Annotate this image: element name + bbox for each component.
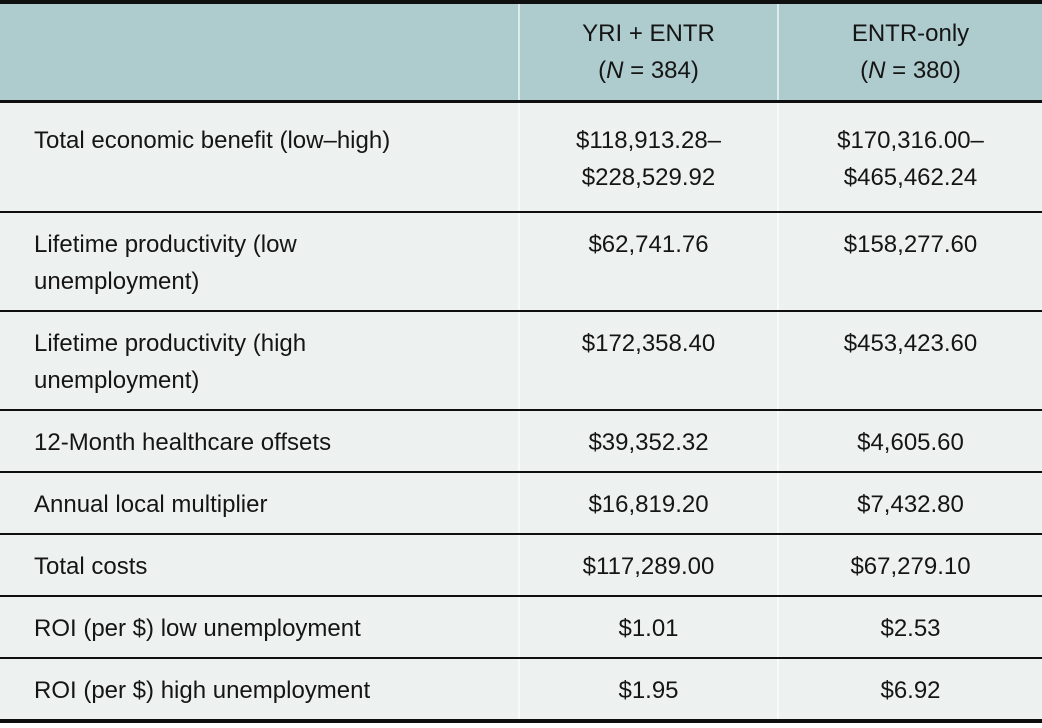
row-label: ROI (per $) low unemployment bbox=[34, 615, 361, 642]
table-row-lifetime-productivity-high: Lifetime productivity (high unemployment… bbox=[0, 312, 1042, 411]
row-label: Lifetime productivity (high unemployment… bbox=[34, 330, 307, 394]
table-header-row: YRI + ENTR (N = 384) ENTR-only (N = 380) bbox=[0, 4, 1042, 103]
value-yri-entr: $62,741.76 bbox=[518, 213, 777, 310]
value-entr-only: $6.92 bbox=[777, 659, 1042, 719]
value-entr-only: $4,605.60 bbox=[777, 411, 1042, 471]
table-row-roi-high-unemployment: ROI (per $) high unemployment $1.95 $6.9… bbox=[0, 659, 1042, 719]
value-entr-only: $7,432.80 bbox=[777, 473, 1042, 533]
value-entr-only: $67,279.10 bbox=[777, 535, 1042, 595]
table-row-lifetime-productivity-low: Lifetime productivity (low unemployment)… bbox=[0, 213, 1042, 312]
header-col-yri-entr-title: YRI + ENTR bbox=[582, 20, 715, 47]
value-entr-only: $453,423.60 bbox=[777, 312, 1042, 409]
value-yri-entr: $1.95 bbox=[518, 659, 777, 719]
header-col-yri-entr: YRI + ENTR (N = 384) bbox=[518, 4, 777, 100]
value-yri-entr: $118,913.28– $228,529.92 bbox=[518, 103, 777, 211]
table-row-roi-low-unemployment: ROI (per $) low unemployment $1.01 $2.53 bbox=[0, 597, 1042, 659]
value-yri-entr: $1.01 bbox=[518, 597, 777, 657]
table-row-total-economic-benefit: Total economic benefit (low–high) $118,9… bbox=[0, 103, 1042, 213]
value-yri-entr: $39,352.32 bbox=[518, 411, 777, 471]
value-yri-entr: $16,819.20 bbox=[518, 473, 777, 533]
table-row-annual-local-multiplier: Annual local multiplier $16,819.20 $7,43… bbox=[0, 473, 1042, 535]
header-empty-cell bbox=[0, 4, 518, 100]
row-label: Lifetime productivity (low unemployment) bbox=[34, 231, 297, 295]
row-label: Total economic benefit (low–high) bbox=[34, 127, 391, 154]
value-entr-only: $2.53 bbox=[777, 597, 1042, 657]
row-label: ROI (per $) high unemployment bbox=[34, 677, 371, 704]
row-label: Annual local multiplier bbox=[34, 491, 268, 518]
header-col-yri-entr-n: (N = 384) bbox=[598, 57, 699, 84]
table-row-total-costs: Total costs $117,289.00 $67,279.10 bbox=[0, 535, 1042, 597]
value-entr-only: $170,316.00– $465,462.24 bbox=[777, 103, 1042, 211]
header-col-entr-only-title: ENTR-only bbox=[851, 20, 970, 47]
value-yri-entr: $172,358.40 bbox=[518, 312, 777, 409]
value-yri-entr: $117,289.00 bbox=[518, 535, 777, 595]
value-entr-only: $158,277.60 bbox=[777, 213, 1042, 310]
row-label: 12-Month healthcare offsets bbox=[34, 429, 332, 456]
header-col-entr-only-n: (N = 380) bbox=[860, 57, 961, 84]
row-label: Total costs bbox=[34, 553, 148, 580]
table-row-healthcare-offsets: 12-Month healthcare offsets $39,352.32 $… bbox=[0, 411, 1042, 473]
header-col-entr-only: ENTR-only (N = 380) bbox=[777, 4, 1042, 100]
